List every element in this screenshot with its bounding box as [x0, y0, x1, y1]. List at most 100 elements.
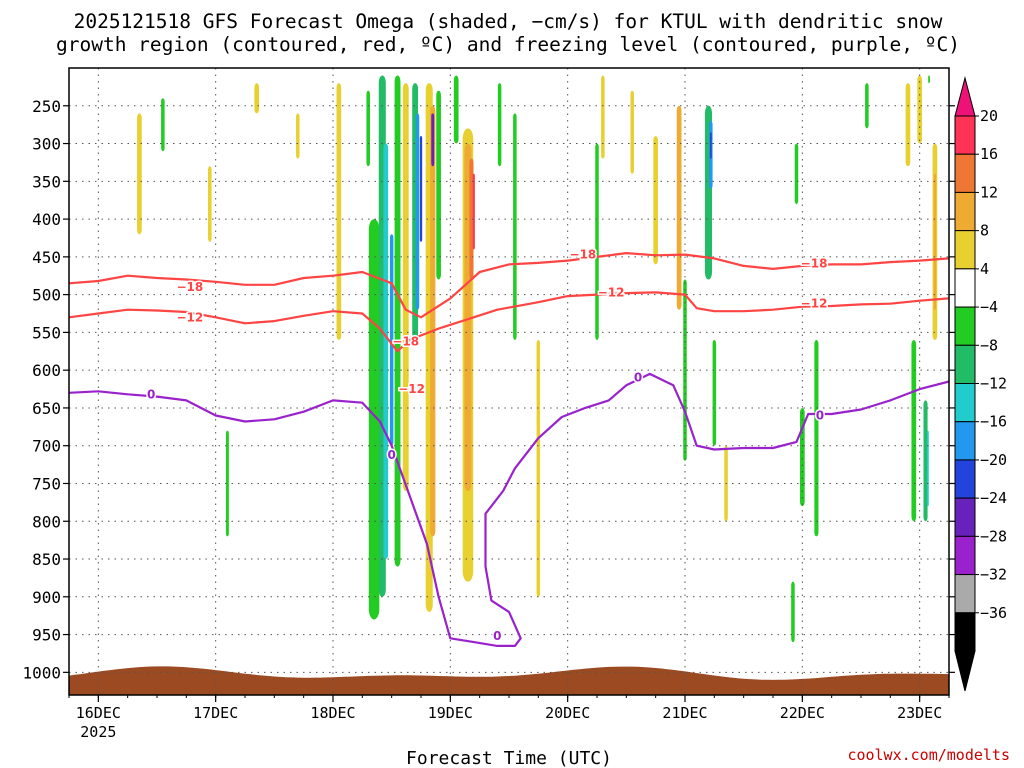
contour-label-0: −18 [176, 280, 203, 294]
colorbar-label-5: −4 [980, 298, 998, 316]
omega-cell-4 [225, 430, 229, 537]
y-tick-label-1: 300 [32, 135, 61, 154]
colorbar-label-3: 8 [980, 222, 989, 240]
y-tick-label-6: 550 [32, 323, 61, 342]
omega-cell-40 [794, 143, 799, 204]
colorbar-swatch-10 [954, 497, 976, 537]
colorbar-label-1: 16 [980, 145, 998, 163]
credit-text: coolwx.com/modelts [847, 746, 1010, 764]
colorbar-swatch-8 [954, 421, 976, 461]
omega-cell-7 [366, 90, 370, 167]
colorbar: 20 16 12 8 4 −4 −8 −12 −16 −20 −24 −28 −32 −36 [954, 76, 1007, 692]
minus-12-line [68, 291, 950, 353]
omega-cell-12 [394, 75, 401, 567]
contour-label-9: 0 [387, 448, 395, 462]
omega-cell-31 [630, 90, 634, 174]
omega-cell-25 [472, 173, 475, 250]
omega-cell-33 [676, 105, 682, 310]
omega-cell-3 [254, 83, 260, 114]
y-axis-ticks: 250 300 350 400 450 500 550 600 650 700 750 800 850 9… [22, 97, 955, 682]
ground-fill [69, 666, 949, 695]
chart-title-line1: 2025121518 GFS Forecast Omega (shaded, −… [74, 10, 943, 33]
omega-cell-15 [415, 113, 420, 310]
x-tick-label-2: 18DEC [310, 704, 355, 722]
omega-cell-38 [712, 339, 717, 446]
colorbar-label-12: −32 [980, 566, 1007, 584]
omega-cell-10 [383, 143, 389, 560]
omega-cell-2 [208, 166, 212, 242]
omega-cell-37 [709, 132, 712, 159]
minus-18-line [68, 252, 950, 319]
x-tick-label-1: 17DEC [193, 704, 238, 722]
omega-cell-28 [536, 339, 541, 597]
omega-cell-29 [595, 143, 599, 340]
omega-cell-6 [336, 83, 342, 340]
y-tick-label-5: 500 [32, 286, 61, 305]
colorbar-label-4: 4 [980, 260, 989, 278]
y-tick-label-10: 750 [32, 474, 61, 493]
y-tick-label-0: 250 [32, 97, 61, 116]
colorbar-label-13: −36 [980, 604, 1007, 622]
contour-labels: −18 −12 −18 −12 −18 −12 −18 −12 0 0 0 0 0 [145, 246, 828, 644]
colorbar-label-11: −28 [980, 527, 1007, 545]
y-tick-label-8: 650 [32, 399, 61, 418]
colorbar-top-arrow [954, 76, 976, 117]
contour-label-6: −18 [801, 257, 828, 271]
x-tick-label-3: 19DEC [428, 704, 473, 722]
contour-lines [68, 252, 950, 647]
x-tick-label-0: 16DEC [76, 704, 121, 722]
x-tick-label-4: 20DEC [545, 704, 590, 722]
omega-shading [137, 75, 938, 643]
y-tick-label-9: 700 [32, 437, 61, 456]
omega-cell-45 [905, 83, 911, 167]
colorbar-swatch-1 [954, 153, 976, 193]
colorbar-label-7: −12 [980, 375, 1007, 393]
contour-label-5: −12 [598, 285, 625, 299]
omega-cell-30 [601, 75, 605, 159]
omega-cell-47 [911, 339, 917, 522]
colorbar-label-10: −24 [980, 489, 1007, 507]
omega-cell-27 [513, 113, 517, 340]
colorbar-bottom-arrow [954, 650, 976, 692]
omega-cell-18 [430, 105, 436, 537]
x-tick-label-7: 23DEC [897, 704, 942, 722]
colorbar-swatch-13 [954, 612, 976, 652]
colorbar-swatch-5 [954, 306, 976, 346]
colorbar-swatch-2 [954, 191, 976, 232]
colorbar-label-8: −16 [980, 413, 1007, 431]
omega-cell-44 [865, 83, 869, 129]
colorbar-swatch-9 [954, 459, 976, 499]
omega-cell-20 [436, 90, 441, 280]
omega-cell-8 [368, 219, 380, 620]
omega-cell-46 [917, 75, 923, 144]
omega-cell-26 [497, 83, 502, 167]
y-tick-label-14: 950 [32, 626, 61, 645]
colorbar-swatch-4 [954, 268, 976, 308]
colorbar-swatch-6 [954, 344, 976, 384]
x-axis-label: Forecast Time (UTC) [406, 748, 612, 768]
colorbar-swatch-11 [954, 535, 976, 576]
omega-cell-42 [814, 339, 819, 537]
chart-title-line2: growth region (contoured, red, ºC) and f… [56, 33, 960, 56]
x-tick-sublabel-0: 2025 [80, 723, 116, 741]
omega-cell-21 [453, 75, 459, 144]
colorbar-label-6: −8 [980, 336, 998, 354]
dotted-gridlines [69, 68, 949, 695]
contour-label-11: 0 [634, 371, 642, 385]
contour-label-7: −12 [801, 297, 828, 311]
y-tick-label-12: 850 [32, 550, 61, 569]
omega-cell-51 [933, 173, 937, 310]
y-tick-label-2: 350 [32, 172, 61, 191]
contour-label-10: 0 [493, 629, 501, 643]
colorbar-label-9: −20 [980, 451, 1007, 469]
omega-cell-16 [419, 135, 423, 242]
colorbar-swatch-0 [954, 115, 976, 155]
colorbar-swatch-3 [954, 230, 976, 270]
contour-label-8: 0 [147, 387, 155, 401]
y-tick-label-7: 600 [32, 361, 61, 380]
ground-terrain [69, 666, 949, 695]
omega-cell-19 [431, 113, 435, 167]
y-tick-label-11: 800 [32, 512, 61, 531]
